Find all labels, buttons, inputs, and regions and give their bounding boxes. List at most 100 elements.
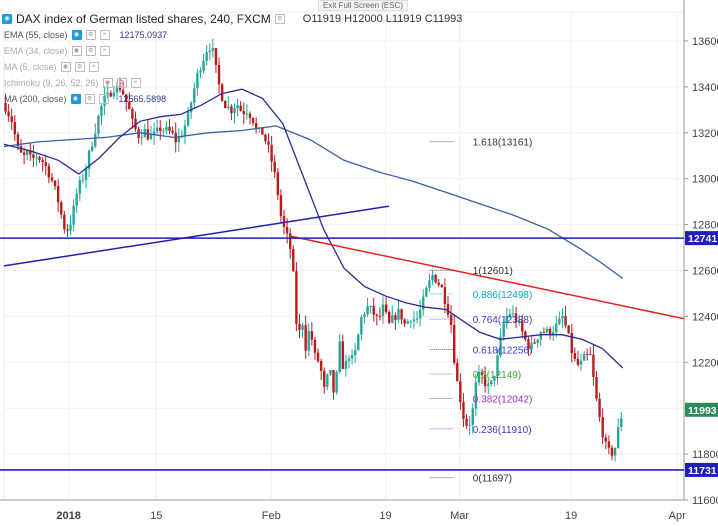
candle-body [452, 324, 456, 363]
candle-body [394, 315, 397, 320]
candle-body [555, 323, 558, 333]
candle-body [149, 134, 153, 140]
eye-icon[interactable]: ◉ [71, 30, 82, 40]
eye-icon[interactable]: ◉ [102, 78, 113, 88]
candle-body [437, 282, 440, 285]
y-tick-label: 13400 [692, 82, 718, 94]
candle-body [100, 105, 103, 116]
candle-body [524, 331, 527, 340]
candle-body [125, 94, 128, 102]
settings-icon[interactable]: ⚙ [116, 78, 127, 88]
candle-body [422, 296, 425, 310]
candle-body [471, 408, 474, 425]
candle-body [490, 380, 493, 385]
candle-body [103, 95, 106, 106]
candle-body [211, 48, 215, 51]
x-tick-label: 19 [565, 510, 577, 522]
candle-body [208, 50, 211, 53]
candle-body [13, 122, 17, 135]
candle-body [97, 115, 100, 134]
candle-body [533, 342, 536, 344]
candle-body [465, 418, 468, 426]
candle-body [431, 274, 434, 281]
candle-body [610, 447, 614, 456]
settings-icon[interactable]: ⚙ [74, 62, 85, 72]
settings-gear-icon[interactable]: ⚙ [274, 14, 285, 24]
indicator-lines [0, 88, 685, 471]
eye-icon[interactable]: ◉ [60, 62, 71, 72]
candle-body [381, 304, 385, 317]
candle-body [391, 315, 394, 323]
candle-body [406, 321, 409, 324]
candle-body [347, 358, 351, 361]
candle-body [582, 354, 586, 361]
candle-body [193, 88, 196, 103]
candle-body [29, 150, 32, 155]
candle-body [567, 325, 570, 334]
close-icon[interactable]: × [88, 62, 99, 72]
candle-body [121, 90, 125, 95]
candle-body [329, 370, 332, 375]
settings-icon[interactable]: ⚙ [84, 94, 95, 104]
candle-body [542, 332, 546, 334]
candle-body [233, 108, 236, 114]
candlesticks [4, 38, 623, 462]
y-tick-label: 11600 [692, 495, 718, 507]
indicator-row[interactable]: EMA (34, close) ◉ ⚙ × [4, 46, 110, 56]
candle-body [579, 360, 583, 365]
candle-body [586, 354, 589, 356]
candle-body [366, 306, 369, 315]
candle-body [456, 362, 459, 382]
candle-body [403, 319, 406, 324]
candle-body [487, 384, 490, 386]
candle-body [264, 134, 267, 142]
candle-body [527, 339, 530, 350]
settings-icon[interactable]: ⚙ [85, 46, 96, 56]
candle-body [573, 353, 577, 359]
candle-body [514, 313, 518, 323]
close-icon[interactable]: × [98, 94, 109, 104]
candle-body [307, 331, 310, 351]
level-price-label: 11731 [688, 465, 717, 477]
y-tick-label: 12600 [692, 265, 718, 277]
exit-fullscreen-button[interactable]: Exit Full Screen (ESC) [318, 0, 409, 11]
candle-body [50, 177, 54, 181]
candle-body [7, 111, 10, 117]
candle-body [251, 117, 255, 124]
settings-icon[interactable]: ⚙ [85, 30, 96, 40]
eye-icon[interactable]: ◉ [70, 94, 81, 104]
candle-body [505, 315, 508, 324]
candle-body [128, 101, 131, 110]
candle-body [493, 376, 496, 381]
indicator-row[interactable]: EMA (55, close) ◉ ⚙ × 12175.0937 [4, 30, 167, 40]
close-icon[interactable]: × [130, 78, 141, 88]
symbol-eye-icon[interactable]: ◉ [2, 14, 12, 24]
indicator-row[interactable]: Ichimoku (9, 26, 52, 26) ◉ ⚙ × [4, 78, 141, 88]
close-icon[interactable]: × [99, 46, 110, 56]
candle-body [604, 437, 607, 442]
indicator-row[interactable]: MA (5, close) ◉ ⚙ × [4, 62, 99, 72]
candle-body [205, 52, 208, 61]
candle-body [44, 162, 47, 166]
close-icon[interactable]: × [99, 30, 110, 40]
candle-body [357, 334, 360, 351]
indicator-row[interactable]: MA (200, close) ◉ ⚙ × 12565.5898 [4, 94, 166, 104]
y-tick-label: 12800 [692, 220, 718, 232]
candle-body [620, 418, 623, 428]
candle-body [468, 424, 471, 426]
candle-body [301, 325, 304, 330]
eye-icon[interactable]: ◉ [71, 46, 82, 56]
candle-body [131, 109, 134, 119]
candle-body [360, 317, 363, 335]
candle-body [189, 102, 193, 113]
candle-body [521, 320, 524, 332]
candle-body [545, 328, 549, 333]
candle-body [613, 447, 617, 456]
fib-label: 0.886(12498) [473, 290, 533, 301]
candle-body [47, 165, 51, 178]
x-tick-label: 2018 [56, 510, 80, 522]
candle-body [353, 350, 357, 356]
candle-body [230, 106, 233, 114]
